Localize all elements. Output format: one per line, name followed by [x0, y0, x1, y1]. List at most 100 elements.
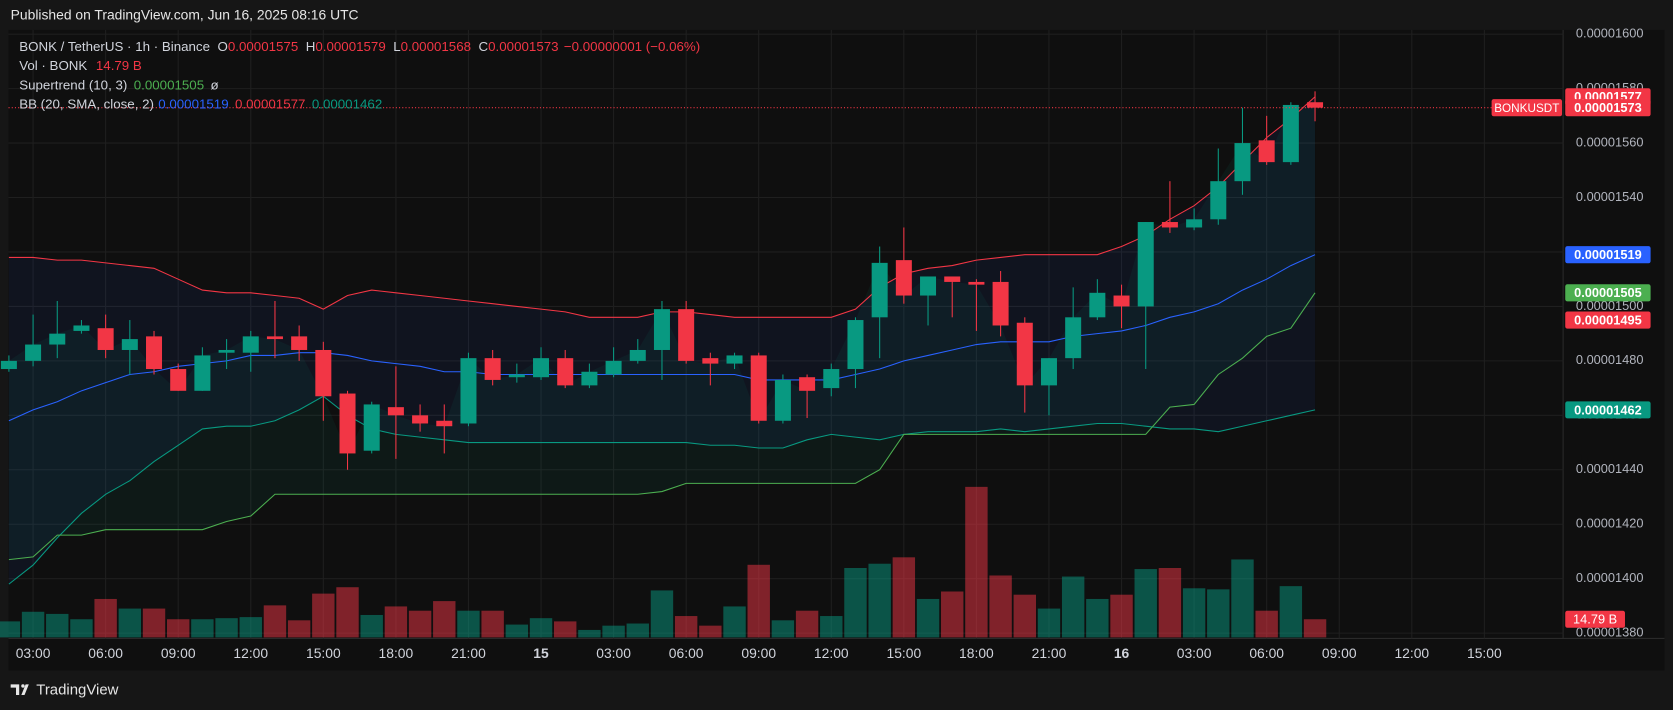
volume-bar: [578, 629, 601, 638]
candle-body: [218, 349, 235, 353]
candle-body: [97, 328, 114, 350]
candle-body: [944, 276, 961, 282]
volume-bar: [1231, 559, 1254, 638]
legend-bb-line: BB (20, SMA, close, 2) 0.00001519 0.000015…: [19, 96, 382, 111]
ohlc-label: O: [217, 39, 227, 54]
volume-tag-bg: [1565, 610, 1625, 628]
candle-body: [0, 360, 17, 370]
volume-bar: [1303, 619, 1327, 638]
supertrend-tag: 0.00001505: [1574, 285, 1642, 300]
volume-bar: [505, 624, 529, 638]
candle-body: [1210, 181, 1227, 220]
candle-body: [121, 339, 138, 350]
volume-bar: [965, 486, 988, 638]
candle-body: [1258, 140, 1275, 163]
volume-bar: [771, 620, 795, 638]
change: −0.00000001 (−0.06%): [564, 39, 700, 54]
supertrend-value: 0.00001505: [134, 77, 204, 92]
candle-body: [484, 358, 501, 380]
y-tick-label: 0.00001500: [1576, 298, 1644, 313]
x-tick-label: 09:00: [741, 645, 776, 661]
volume-bar: [1182, 588, 1206, 638]
supertrend-flag: ø: [211, 77, 219, 92]
volume-bar: [820, 616, 843, 638]
y-tick-label: 0.00001420: [1576, 516, 1644, 531]
volume-bar: [433, 601, 456, 638]
volume-bar: [142, 608, 166, 638]
ohlc-value: 0.00001579: [315, 39, 385, 54]
ohlc-value: 0.00001568: [401, 39, 471, 54]
volume-bar: [70, 619, 93, 638]
volume-bar: [554, 621, 577, 638]
volume-bar: [46, 613, 69, 638]
volume-bar: [457, 610, 480, 638]
x-tick-label: 15:00: [887, 645, 922, 661]
volume-bar: [1207, 589, 1230, 638]
volume-bar: [21, 611, 45, 638]
bb-line: [8, 395, 1316, 585]
candle-body: [170, 369, 187, 391]
y-tick-label: 0.00001540: [1576, 189, 1644, 204]
volume-bar: [215, 618, 238, 638]
candle-body: [291, 336, 308, 350]
volume-bar: [0, 621, 21, 638]
candle-body: [1113, 295, 1130, 307]
volume-tag: 14.79 B: [1573, 612, 1617, 627]
x-tick-label: 15: [533, 645, 549, 661]
x-tick-label: 15:00: [1467, 645, 1502, 661]
bb-value: 0.00001519: [158, 96, 228, 111]
bb-basis-tag-bg: [1565, 246, 1651, 264]
volume-bar: [263, 605, 287, 638]
supertrend-name: Supertrend (10, 3): [19, 77, 127, 92]
y-tick-label: 0.00001480: [1576, 352, 1644, 367]
candle-body: [1234, 143, 1251, 182]
x-tick-label: 18:00: [379, 645, 414, 661]
ohlc-value: 0.00001575: [228, 39, 298, 54]
volume-bar: [1086, 598, 1109, 638]
bb-name: BB (20, SMA, close, 2): [19, 96, 154, 111]
candle-body: [1282, 104, 1299, 163]
legend-supertrend-line: Supertrend (10, 3) 0.00001505 ø: [19, 77, 218, 92]
chart-panel: [8, 29, 1665, 671]
volume-bar: [408, 610, 432, 638]
candle-body: [194, 355, 211, 391]
volume-name: Vol · BONK: [19, 58, 87, 73]
candle-body: [460, 358, 477, 424]
volume-bar: [699, 625, 722, 638]
candle-body: [847, 320, 864, 370]
candle-body: [581, 371, 598, 386]
candle-body: [774, 379, 791, 421]
candle-body: [508, 374, 525, 378]
x-tick-label: 21:00: [451, 645, 486, 661]
y-tick-label: 0.00001380: [1576, 625, 1644, 640]
y-tick-label: 0.00001560: [1576, 134, 1644, 149]
bb-value: 0.00001577: [235, 96, 305, 111]
volume-bar: [723, 606, 746, 638]
candle-body: [1307, 102, 1324, 108]
supertrend-tag-bg: [1565, 284, 1651, 302]
volume-bar: [1037, 608, 1061, 638]
bb-lower-tag-bg: [1565, 401, 1651, 419]
candle-body: [992, 281, 1009, 326]
volume-bar: [167, 619, 190, 638]
candle-body: [968, 281, 985, 285]
candle-body: [726, 355, 743, 364]
candle-body: [1089, 292, 1106, 318]
volume-bar: [602, 625, 625, 638]
candle-body: [1040, 358, 1057, 386]
x-tick-label: 09:00: [1322, 645, 1357, 661]
ohlc-value: 0.00001573: [488, 39, 558, 54]
candle-body: [436, 420, 453, 427]
volume-bar: [529, 618, 553, 638]
candle-body: [315, 349, 332, 397]
volume-bar: [795, 610, 819, 638]
logo-dot: [21, 684, 25, 688]
volume-bar: [844, 568, 867, 638]
candle-body: [750, 355, 767, 421]
candle-body: [557, 358, 574, 386]
x-tick-label: 15:00: [306, 645, 341, 661]
volume-bar: [650, 590, 674, 638]
bb-value: 0.00001462: [312, 96, 382, 111]
candle-body: [605, 360, 622, 375]
volume-bar: [1134, 569, 1157, 638]
